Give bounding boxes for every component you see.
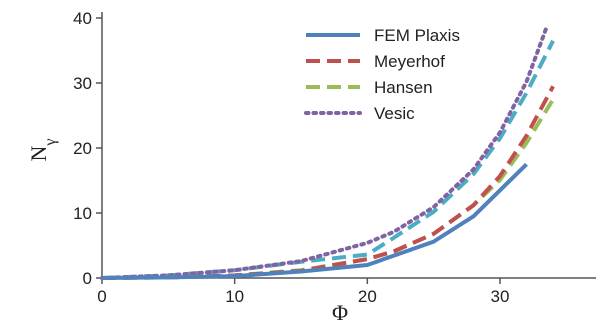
x-tick-label: 10 (225, 287, 244, 306)
legend-label: FEM Plaxis (374, 26, 460, 45)
series-line-meyerhof (101, 85, 555, 280)
x-tick-label: 30 (491, 287, 510, 306)
series-layer (100, 25, 555, 280)
series-line-vesic (100, 25, 549, 280)
y-axis-label: Nγ (26, 139, 59, 162)
legend-label: Hansen (374, 78, 433, 97)
y-axis-label-main: N (26, 145, 51, 161)
y-tick-label: 40 (73, 9, 92, 28)
legend: FEM Plaxis Meyerhof Hansen Vesic (304, 26, 460, 123)
y-tick-label: 0 (83, 269, 92, 288)
legend-label: Vesic (374, 104, 415, 123)
y-tick-label: 30 (73, 74, 92, 93)
y-tick-label: 20 (73, 139, 92, 158)
x-tick-label: 0 (97, 287, 106, 306)
legend-label: Meyerhof (374, 52, 445, 71)
axes: 0 10 20 30 40 0 10 20 30 (73, 9, 596, 306)
svg-text:Nγ: Nγ (26, 139, 59, 162)
y-axis-label-subscript: γ (42, 139, 59, 147)
series-line-fem-plaxis (101, 162, 528, 280)
series-line-unlabeled-4 (101, 39, 555, 280)
series-line-hansen (101, 98, 555, 280)
x-tick-label: 20 (358, 287, 377, 306)
y-tick-label: 10 (73, 204, 92, 223)
x-axis-label: Φ (332, 300, 348, 324)
